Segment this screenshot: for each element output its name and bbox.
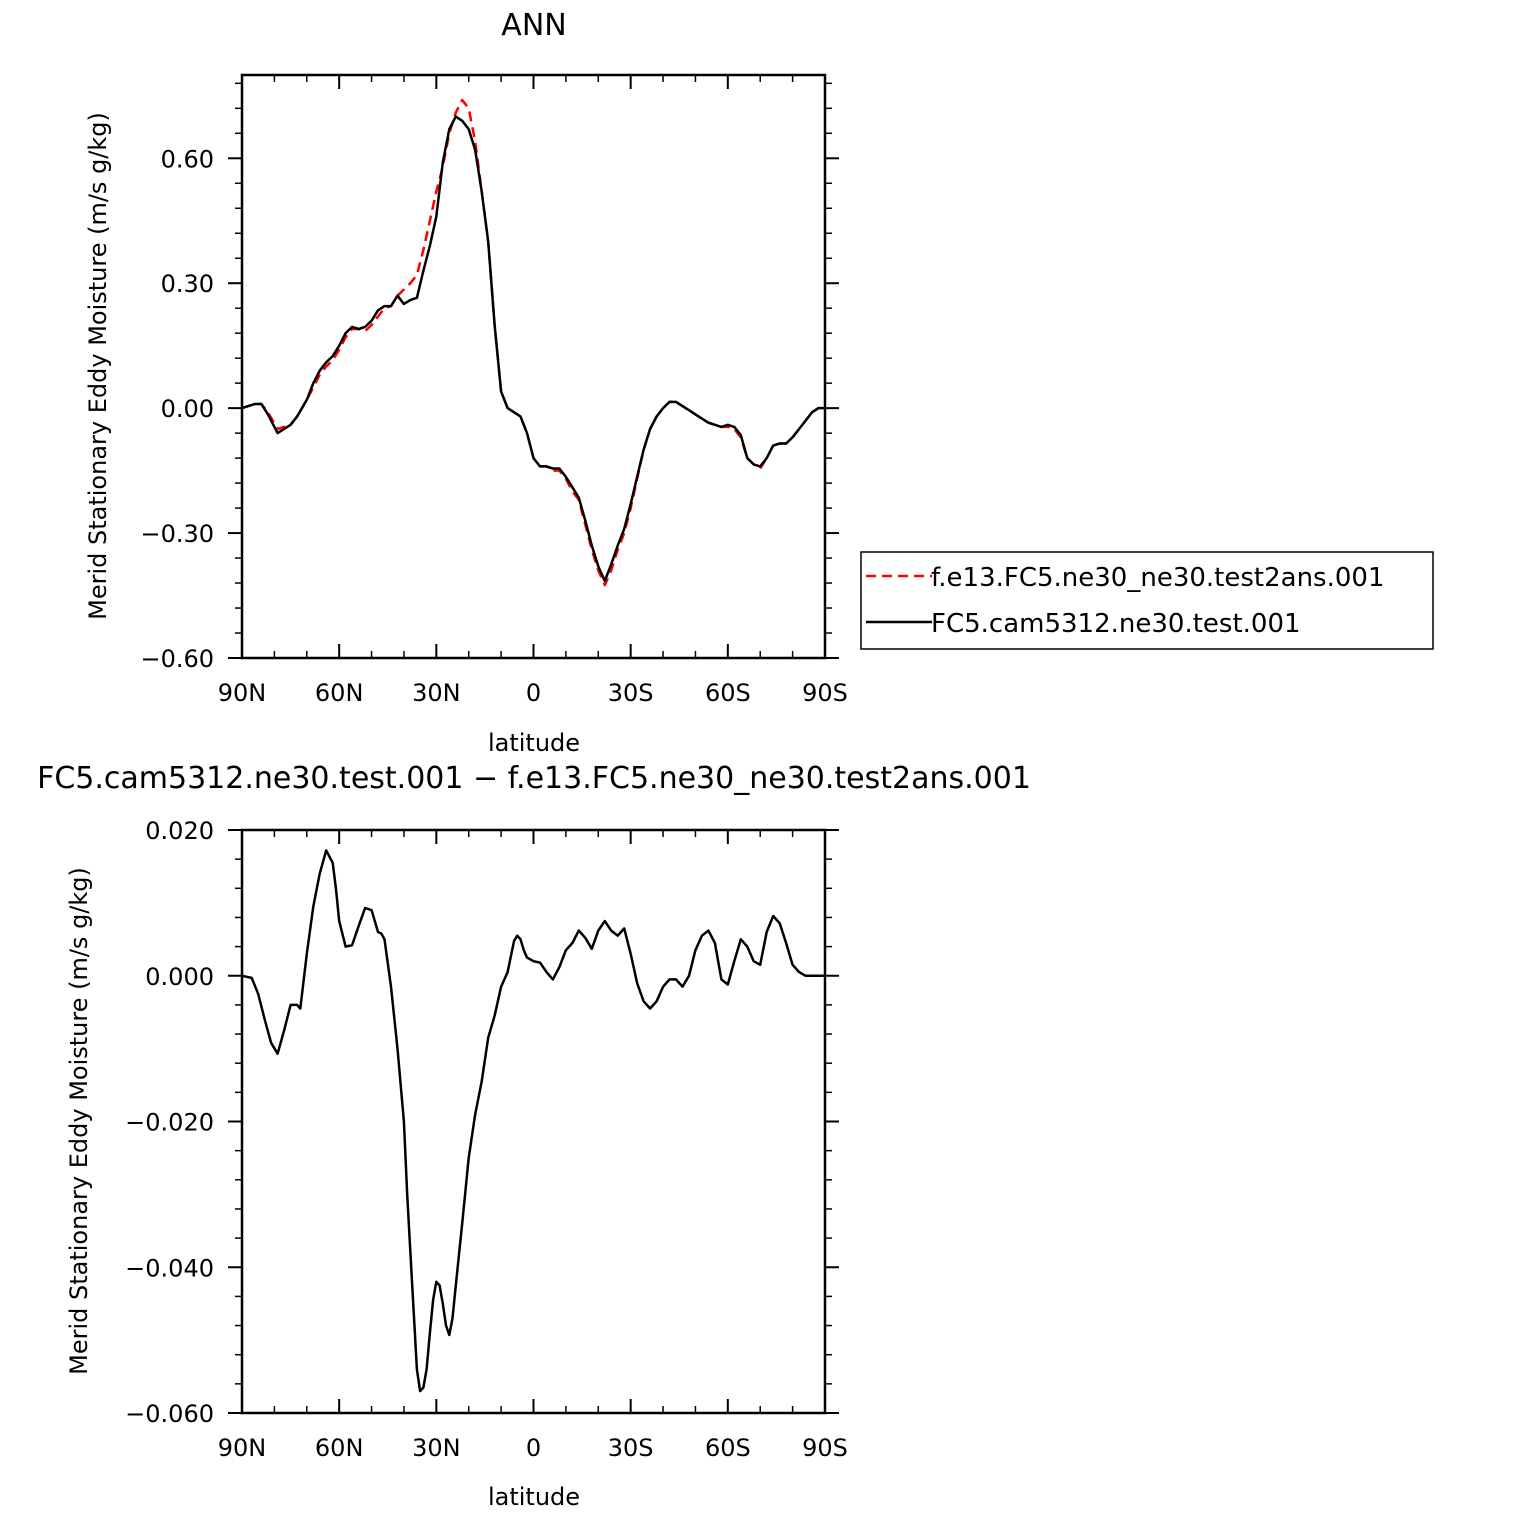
y-tick-label: −0.30 (140, 520, 214, 548)
x-tick-label: 90N (218, 1434, 267, 1462)
series-line-control (241, 849, 825, 1393)
bottom-panel: FC5.cam5312.ne30.test.001 − f.e13.FC5.ne… (37, 761, 1031, 1511)
top-panel-title: ANN (501, 8, 566, 43)
y-tick-label: 0.000 (145, 963, 214, 991)
legend-label-control: FC5.cam5312.ne30.test.001 (931, 609, 1301, 639)
top-x-axis-label: latitude (488, 729, 580, 757)
y-tick-label: 0.60 (161, 145, 214, 173)
series-line-control (241, 115, 825, 583)
y-tick-label: −0.020 (125, 1109, 214, 1137)
top-y-axis-label: Merid Stationary Eddy Moisture (m/s g/kg… (84, 112, 112, 620)
x-tick-label: 30N (412, 679, 461, 707)
bottom-y-axis: −0.060 −0.040 −0.020 0.000 0.020 (125, 817, 839, 1428)
bottom-plot-frame (240, 828, 827, 1415)
y-tick-label: −0.60 (140, 645, 214, 673)
x-tick-label: 60S (705, 679, 751, 707)
top-x-axis: 90N 60N 30N 0 30S 60S 90S (218, 75, 848, 707)
bottom-x-axis: 90N 60N 30N 0 30S 60S 90S (218, 830, 848, 1462)
series-line-test (241, 98, 825, 587)
bottom-series-layer (241, 849, 825, 1393)
bottom-panel-title: FC5.cam5312.ne30.test.001 − f.e13.FC5.ne… (37, 761, 1031, 796)
x-tick-label: 0 (526, 1434, 541, 1462)
bottom-x-axis-label: latitude (488, 1483, 580, 1511)
x-tick-label: 90S (802, 1434, 848, 1462)
bottom-y-axis-label: Merid Stationary Eddy Moisture (m/s g/kg… (65, 867, 93, 1375)
x-tick-label: 30S (608, 1434, 654, 1462)
top-series-layer (241, 98, 825, 587)
y-tick-label: −0.060 (125, 1400, 214, 1428)
x-tick-label: 60N (315, 1434, 364, 1462)
top-y-axis: −0.60 −0.30 0.00 0.30 0.60 (140, 82, 839, 673)
x-tick-label: 0 (526, 679, 541, 707)
x-tick-label: 30S (608, 679, 654, 707)
x-tick-label: 30N (412, 1434, 461, 1462)
x-tick-label: 90N (218, 679, 267, 707)
y-tick-label: 0.020 (145, 817, 214, 845)
legend-box (860, 551, 1434, 650)
y-tick-label: 0.30 (161, 270, 214, 298)
top-plot-frame (240, 73, 827, 660)
x-tick-label: 90S (802, 679, 848, 707)
y-tick-label: 0.00 (161, 395, 214, 423)
x-tick-label: 60N (315, 679, 364, 707)
legend: f.e13.FC5.ne30_ne30.test2ans.001 FC5.cam… (860, 551, 1434, 650)
y-tick-label: −0.040 (125, 1254, 214, 1282)
legend-label-test: f.e13.FC5.ne30_ne30.test2ans.001 (931, 563, 1385, 593)
x-tick-label: 60S (705, 1434, 751, 1462)
top-panel: ANN 90N 60N 30N 0 30S 60S 90S −0.60 −0.30 0.00 0.… (84, 8, 1434, 757)
